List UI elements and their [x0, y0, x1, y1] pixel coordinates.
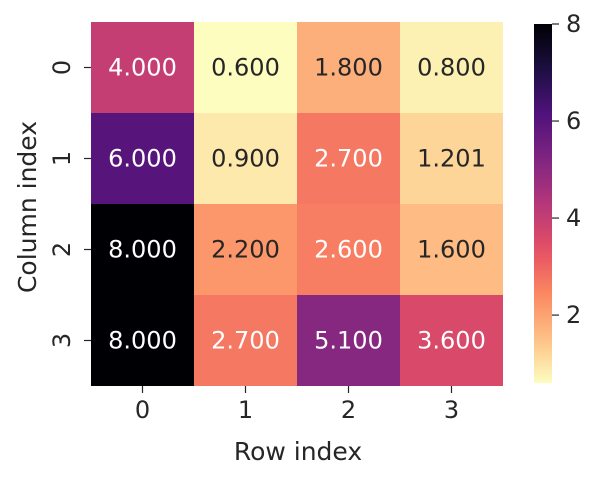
heatmap-cell-label: 1.800: [314, 54, 383, 82]
heatmap-cell: [297, 295, 400, 386]
heatmap-cell: [194, 204, 297, 295]
y-tick-label: 0: [48, 60, 76, 75]
heatmap-cell: [194, 22, 297, 113]
x-axis-ticks: 0 1 2 3: [135, 386, 459, 424]
y-tick-label: 1: [48, 151, 76, 166]
y-tick-label: 2: [48, 242, 76, 257]
colorbar-tick-label: 4: [566, 204, 581, 232]
heatmap-cell: [91, 113, 194, 204]
y-axis-ticks: 0 1 2 3: [48, 60, 91, 348]
y-tick-label: 3: [48, 333, 76, 348]
heatmap-cell-labels: 4.000 0.600 1.800 0.800 6.000 0.900 2.700 1.201…: [108, 54, 486, 355]
colorbar: [534, 24, 552, 383]
colorbar-tick-label: 6: [566, 107, 581, 135]
x-axis-label: Row index: [234, 437, 362, 466]
x-tick-label: 2: [341, 396, 356, 424]
heatmap-cell: [194, 295, 297, 386]
heatmap-cell-label: 8.000: [108, 327, 177, 355]
heatmap-cell-label: 2.700: [211, 327, 280, 355]
heatmap-cell: [297, 204, 400, 295]
heatmap-cell-label: 1.600: [417, 236, 486, 264]
heatmap-cell: [400, 295, 503, 386]
heatmap-cell-label: 0.900: [211, 145, 280, 173]
heatmap-cell-label: 2.700: [314, 145, 383, 173]
colorbar-ticks: 2 4 6 8: [552, 10, 581, 329]
heatmap-cell: [91, 295, 194, 386]
heatmap-cell-label: 8.000: [108, 236, 177, 264]
heatmap-cell-label: 4.000: [108, 54, 177, 82]
y-axis-label: Column index: [13, 121, 42, 293]
x-tick-label: 1: [238, 396, 253, 424]
heatmap-cell: [297, 22, 400, 113]
heatmap-cell-label: 6.000: [108, 145, 177, 173]
heatmap-cell: [91, 204, 194, 295]
heatmap-cell: [194, 113, 297, 204]
heatmap-cell: [400, 113, 503, 204]
heatmap-cell-label: 1.201: [417, 145, 486, 173]
heatmap-cell-label: 5.100: [314, 327, 383, 355]
heatmap-cell-label: 2.600: [314, 236, 383, 264]
heatmap-cell-label: 0.600: [211, 54, 280, 82]
heatmap-cell-label: 3.600: [417, 327, 486, 355]
x-tick-label: 0: [135, 396, 150, 424]
heatmap-cell: [400, 204, 503, 295]
colorbar-tick-label: 2: [566, 301, 581, 329]
heatmap-cells: [91, 22, 503, 386]
heatmap-cell: [400, 22, 503, 113]
heatmap-cell-label: 0.800: [417, 54, 486, 82]
colorbar-tick-label: 8: [566, 10, 581, 38]
heatmap-cell: [91, 22, 194, 113]
heatmap-cell: [297, 113, 400, 204]
heatmap-cell-label: 2.200: [211, 236, 280, 264]
x-tick-label: 3: [444, 396, 459, 424]
